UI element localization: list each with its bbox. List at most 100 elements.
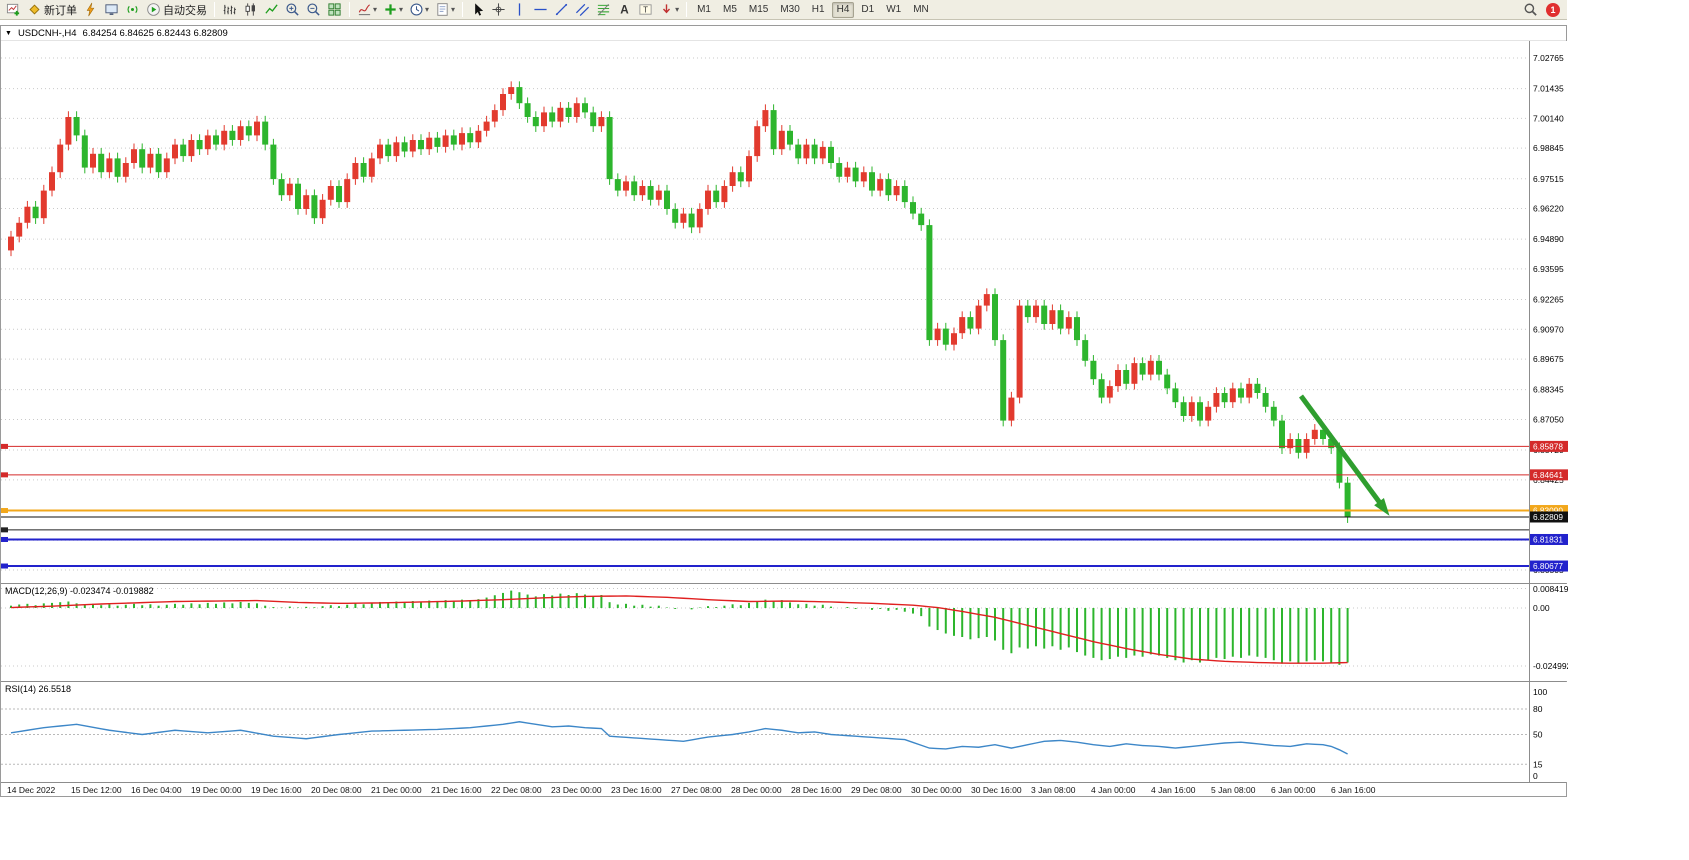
toolbar-text-button[interactable]: A (614, 1, 635, 19)
hline-anchor-support-black[interactable] (1, 527, 8, 533)
price-axis-label: 6.94890 (1533, 234, 1564, 244)
toolbar-timeframe-h4-button[interactable]: H4 (831, 1, 855, 18)
time-axis-label: 28 Dec 00:00 (731, 785, 782, 795)
price-tag-text-resistance-1: 6.85878 (1533, 442, 1563, 452)
time-axis-label: 29 Dec 08:00 (851, 785, 902, 795)
toolbar-add-indicator-button[interactable]: ▾ (380, 1, 406, 19)
toolbar-autotrading-button[interactable]: 自动交易 (143, 1, 210, 19)
toolbar-timeframe-m1-button[interactable]: M1 (697, 4, 711, 15)
time-axis-label: 23 Dec 00:00 (551, 785, 602, 795)
time-axis-label: 23 Dec 16:00 (611, 785, 662, 795)
market-watch-icon (104, 2, 119, 17)
price-axis-label: 6.92265 (1533, 295, 1564, 305)
text-icon: A (617, 2, 632, 17)
collapse-icon[interactable]: ▼ (5, 29, 12, 37)
macd-panel[interactable]: 0.008419 0.00 -0.024992 MACD(12,26,9) -0.02… (1, 584, 1568, 681)
toolbar-periods-button[interactable]: ▾ (406, 1, 432, 19)
toolbar-timeframe-m15-button[interactable]: M15 (748, 4, 769, 15)
price-tag-text-support-2: 6.80677 (1533, 561, 1563, 571)
time-axis-label: 5 Jan 08:00 (1211, 785, 1256, 795)
time-axis-label: 19 Dec 16:00 (251, 785, 302, 795)
toolbar-timeframe-mn-button[interactable]: MN (913, 4, 929, 15)
toolbar-indicators-button[interactable]: ▾ (354, 1, 380, 19)
toolbar-zoom-in-button[interactable] (282, 1, 303, 19)
time-axis-label: 4 Jan 16:00 (1151, 785, 1196, 795)
toolbar-timeframe-w1-button[interactable]: W1 (886, 4, 902, 15)
price-axis-label: 7.00140 (1533, 113, 1564, 123)
toolbar-new-order-button[interactable]: 新订单 (24, 1, 80, 19)
macd-axis-label: -0.024992 (1533, 661, 1568, 671)
rsi-axis-label: 100 (1533, 687, 1547, 697)
toolbar-zoom-out-button[interactable] (303, 1, 324, 19)
price-chart-panel[interactable]: 7.02765 7.01435 7.00140 6.98845 6.97515 6.962… (1, 41, 1568, 583)
price-tag-resistance-1 (1530, 440, 1568, 452)
toolbar-templates-button[interactable]: ▾ (432, 1, 458, 19)
notification-badge[interactable]: 1 (1546, 2, 1560, 17)
toolbar-arrows-button[interactable]: ▾ (656, 1, 682, 19)
panel-splitter-rsi[interactable] (1, 681, 1566, 682)
toolbar-timeframe-h1-button[interactable]: H1 (811, 4, 825, 15)
price-axis-label: 6.90970 (1533, 324, 1564, 334)
hline-anchor-support-1[interactable] (1, 536, 8, 542)
toolbar-cursor-button[interactable] (467, 1, 488, 19)
time-axis-label: 21 Dec 16:00 (431, 785, 482, 795)
hline-anchor-pivot-orange[interactable] (1, 508, 8, 514)
price-tag-support-2 (1530, 560, 1568, 572)
hline-anchor-support-2[interactable] (1, 563, 8, 569)
toolbar-new-chart-button[interactable] (3, 1, 24, 19)
rsi-axis-label: 0 (1533, 771, 1538, 781)
price-axis-label: 7.02765 (1533, 53, 1564, 63)
hline-anchor-resistance-1[interactable] (1, 443, 8, 449)
bar-chart-icon (222, 2, 237, 17)
toolbar-vertical-line-button[interactable] (509, 1, 530, 19)
toolbar-tile-windows-button[interactable] (324, 1, 345, 19)
time-axis-label: 6 Jan 16:00 (1331, 785, 1376, 795)
panel-splitter-macd[interactable] (1, 583, 1566, 584)
toolbar-timeframe-m30-button[interactable]: M30 (780, 4, 800, 15)
rsi-panel[interactable]: 100 80 50 15 0 RSI(14) 26.5518 (1, 682, 1568, 782)
vertical-line-icon (512, 2, 527, 17)
time-axis[interactable]: 14 Dec 2022 15 Dec 12:00 16 Dec 04:00 19 De… (1, 782, 1566, 796)
toolbar-market-watch-button[interactable] (101, 1, 122, 19)
time-axis-label: 14 Dec 2022 (7, 785, 56, 795)
toolbar-trendline-button[interactable] (551, 1, 572, 19)
price-axis-label: 6.93595 (1533, 264, 1564, 274)
chart-title-bar: ▼ USDCNH-,H4 6.84254 6.84625 6.82443 6.8… (1, 26, 1566, 41)
crosshair-icon (491, 2, 506, 17)
toolbar-search-button[interactable] (1520, 1, 1541, 19)
trendline-icon (554, 2, 569, 17)
toolbar-crosshair-button[interactable] (488, 1, 509, 19)
toolbar: 新订单 自动交易 ▾ ▾ ▾ ▾ A T ▾ M1 M5 M15 M30 H1 H4 D1 W1 MN 1 (0, 0, 1567, 20)
toolbar-fibonacci-button[interactable] (593, 1, 614, 19)
arrows-icon (659, 2, 674, 17)
toolbar-horizontal-line-button[interactable] (530, 1, 551, 19)
hline-anchor-resistance-2[interactable] (1, 472, 8, 478)
toolbar-timeframe-d1-button[interactable]: D1 (861, 4, 875, 15)
toolbar-text-label-button[interactable]: T (635, 1, 656, 19)
trend-arrow[interactable] (1298, 394, 1386, 509)
price-axis-label: 6.97515 (1533, 174, 1564, 184)
macd-label: MACD(12,26,9) -0.023474 -0.019882 (5, 586, 154, 596)
toolbar-line-chart-button[interactable] (261, 1, 282, 19)
new-order-icon (27, 2, 42, 17)
toolbar-candlestick-chart-button[interactable] (240, 1, 261, 19)
svg-text:A: A (620, 4, 629, 17)
price-tag-text-resistance-2: 6.84641 (1533, 470, 1563, 480)
price-tag-text-pivot-orange: 6.83090 (1533, 506, 1563, 516)
toolbar-equidistant-channel-button[interactable] (572, 1, 593, 19)
time-axis-label: 19 Dec 00:00 (191, 785, 242, 795)
price-axis-label: 6.98845 (1533, 143, 1564, 153)
chart-ohlc-values: 6.84254 6.84625 6.82443 6.82809 (82, 27, 228, 39)
toolbar-profiles-button[interactable] (80, 1, 101, 19)
toolbar-signals-button[interactable] (122, 1, 143, 19)
price-tag-pivot-orange (1530, 505, 1568, 517)
new-chart-icon (6, 2, 21, 17)
toolbar-timeframe-m5-button[interactable]: M5 (722, 4, 737, 15)
toolbar-separator (349, 2, 350, 17)
toolbar-separator (214, 2, 215, 17)
toolbar-bar-chart-button[interactable] (219, 1, 240, 19)
macd-signal-line (10, 595, 1348, 664)
periods-icon (409, 2, 424, 17)
price-axis-label: 6.89675 (1533, 354, 1564, 364)
